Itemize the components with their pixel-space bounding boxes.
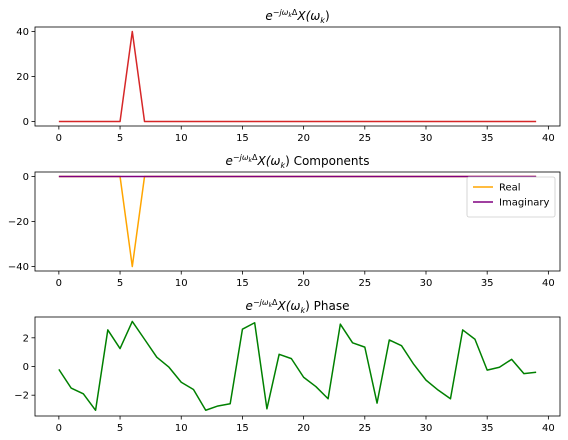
x-tick-label: 10 xyxy=(175,423,188,434)
legend: Real Imaginary xyxy=(466,176,556,218)
y-tick-label: −2 xyxy=(14,391,29,402)
x-tick-label: 0 xyxy=(56,133,62,144)
x-tick-label: 25 xyxy=(358,423,371,434)
x-tick-label: 30 xyxy=(420,423,433,434)
x-tick-label: 35 xyxy=(481,133,494,144)
series-line-1 xyxy=(58,320,537,412)
x-tick-label: 5 xyxy=(117,133,123,144)
y-tick-label: 20 xyxy=(16,72,29,83)
x-tick-label: 20 xyxy=(297,423,310,434)
x-tick-label: 25 xyxy=(358,278,371,289)
legend-label-real: Real xyxy=(499,183,521,194)
axes-frame xyxy=(34,26,561,127)
x-tick-label: 15 xyxy=(236,278,249,289)
x-tick-label: 15 xyxy=(236,423,249,434)
axes-frame xyxy=(34,316,561,417)
subplot-1: e−jωkΔX(ωk) 0 5 10 15 20 25 30 35 40 0 20 40 xyxy=(16,8,561,144)
series-line-real xyxy=(58,175,537,268)
subplot-title: e−jωkΔX(ωk) xyxy=(265,8,329,25)
x-tick-label: 40 xyxy=(542,423,555,434)
subplot-2: e−jωkΔX(ωk) Components 0 5 10 15 20 25 30 35 40 0 −… xyxy=(8,153,561,289)
x-tick-label: 15 xyxy=(236,133,249,144)
y-tick-label: 0 xyxy=(23,117,29,128)
y-tick-label: 0 xyxy=(23,362,29,373)
y-tick-label: 40 xyxy=(16,27,29,38)
x-tick-label: 40 xyxy=(542,278,555,289)
y-tick-label: −20 xyxy=(8,217,29,228)
x-tick-label: 25 xyxy=(358,133,371,144)
x-tick-label: 0 xyxy=(56,423,62,434)
y-tick-label: 0 xyxy=(23,172,29,183)
x-tick-label: 40 xyxy=(542,133,555,144)
x-tick-label: 20 xyxy=(297,133,310,144)
x-tick-label: 35 xyxy=(481,423,494,434)
x-tick-label: 10 xyxy=(175,278,188,289)
x-tick-label: 0 xyxy=(56,278,62,289)
x-tick-label: 5 xyxy=(117,423,123,434)
legend-label-imaginary: Imaginary xyxy=(499,198,550,209)
x-tick-label: 30 xyxy=(420,133,433,144)
subplot-title: e−jωkΔX(ωk) Phase xyxy=(246,298,350,315)
x-tick-label: 30 xyxy=(420,278,433,289)
subplot-title: e−jωkΔX(ωk) Components xyxy=(226,153,370,170)
y-tick-label: −40 xyxy=(8,262,29,273)
x-tick-label: 10 xyxy=(175,133,188,144)
x-tick-label: 20 xyxy=(297,278,310,289)
y-tick-label: 2 xyxy=(23,333,29,344)
x-tick-label: 35 xyxy=(481,278,494,289)
series-line-1 xyxy=(58,30,537,123)
x-tick-label: 5 xyxy=(117,278,123,289)
